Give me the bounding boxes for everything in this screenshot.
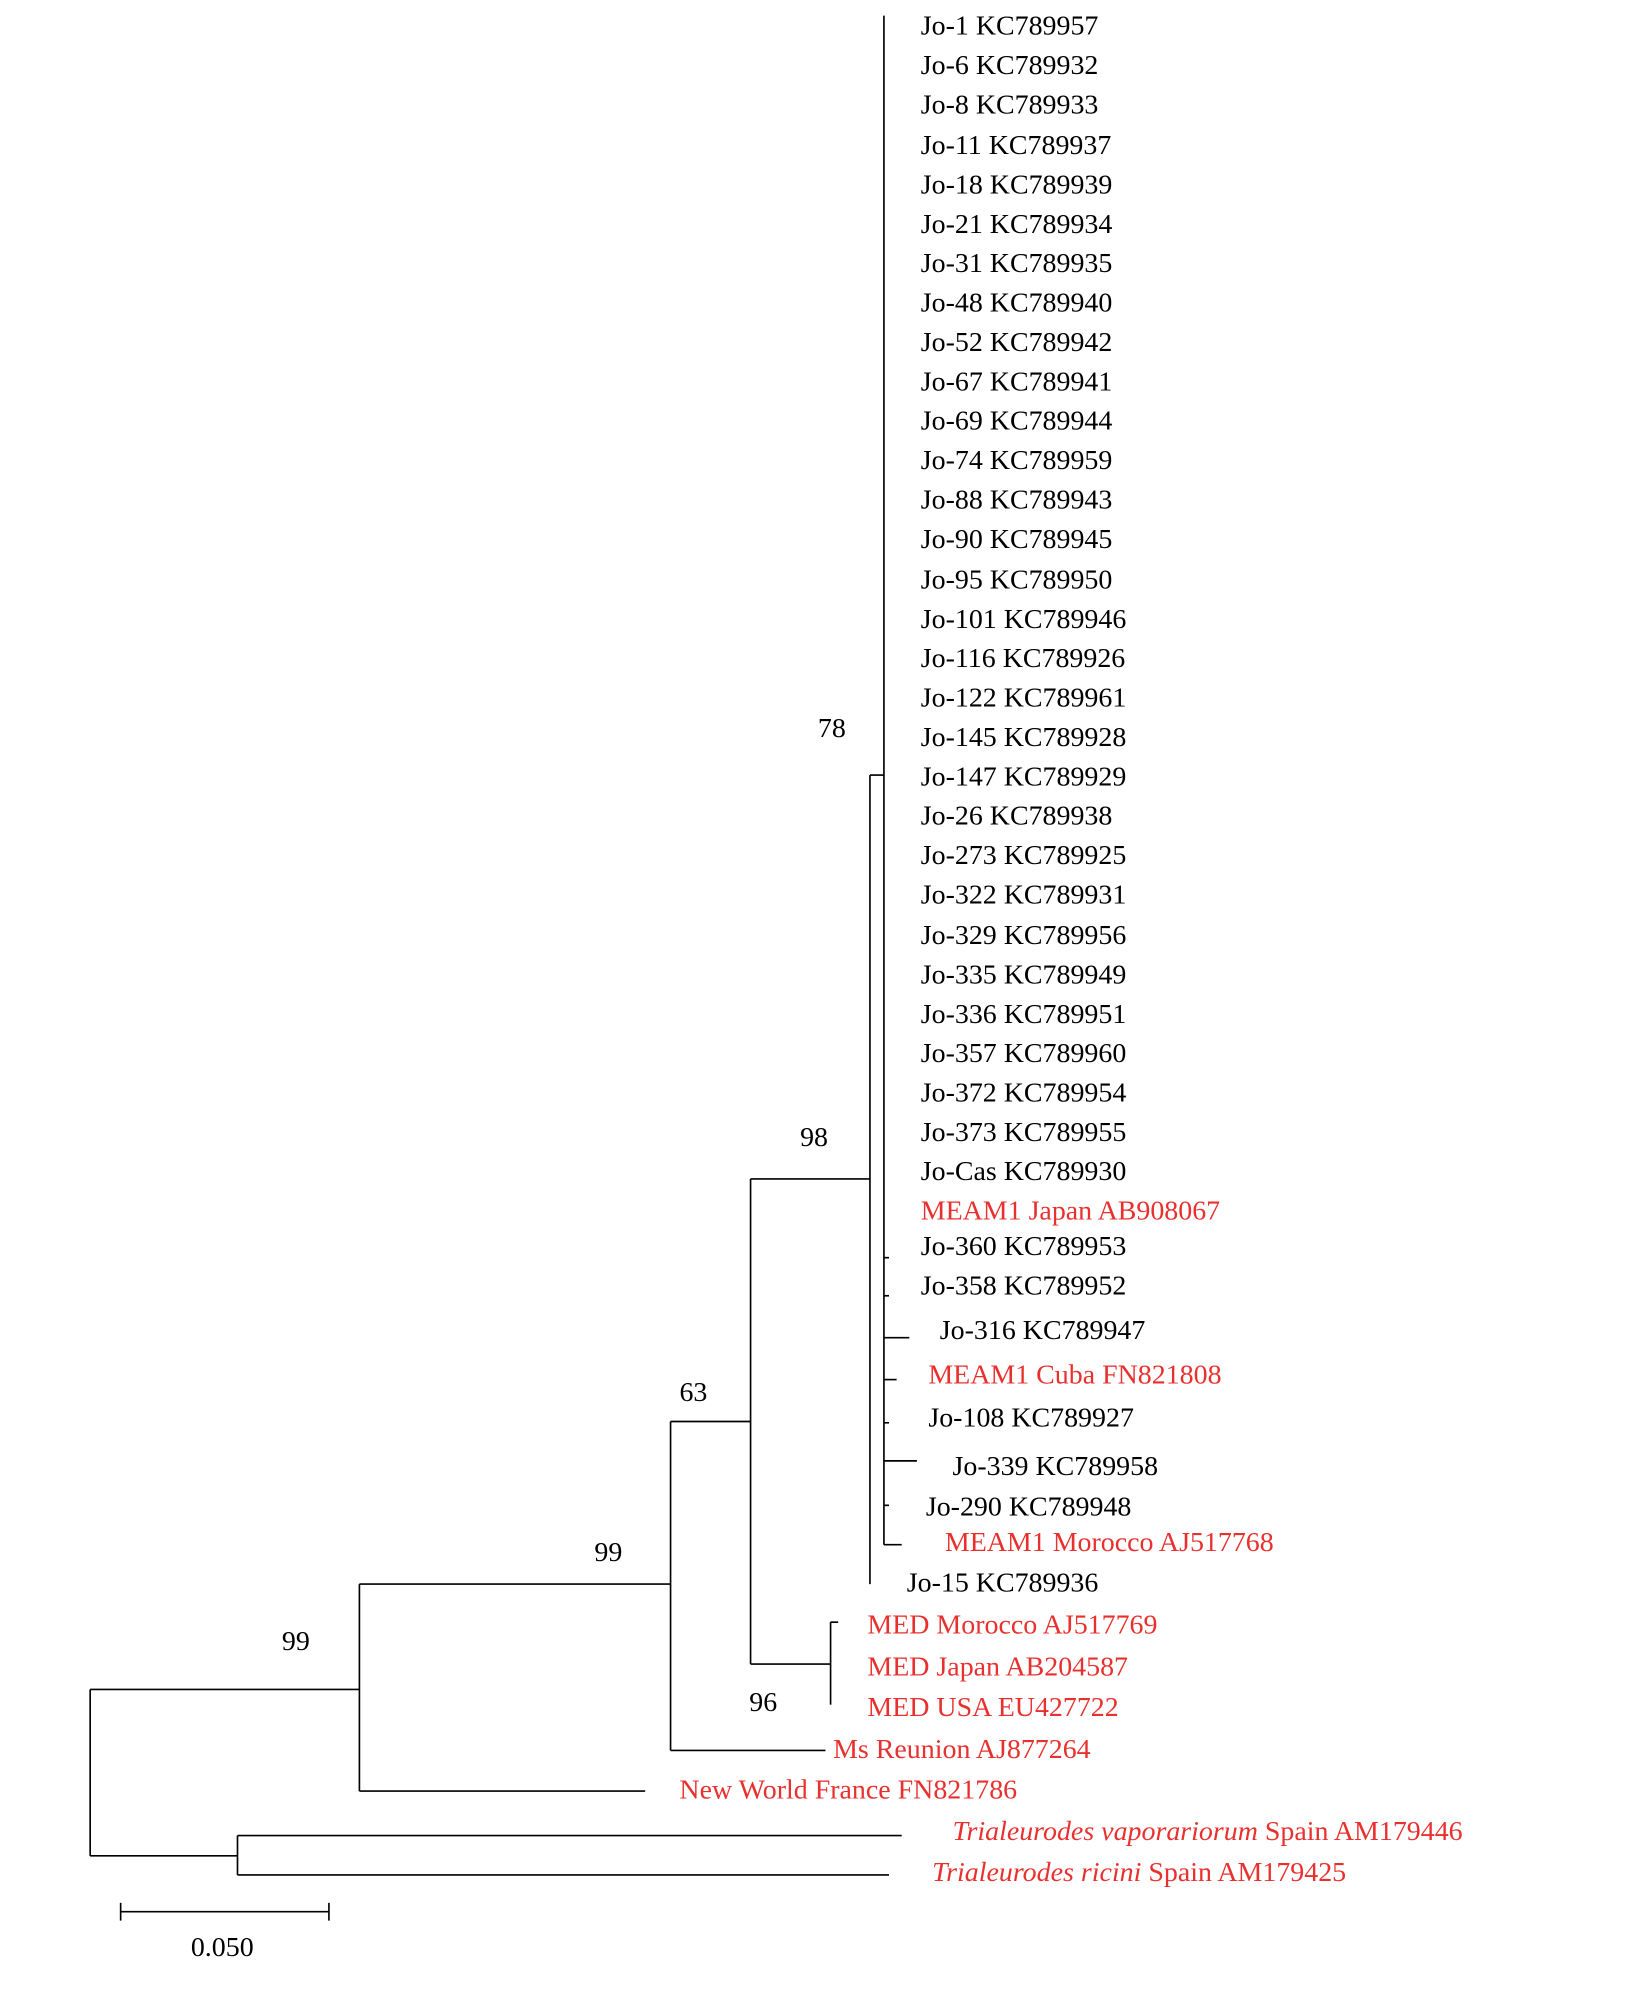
leaf-label: Jo-21 KC789934 (921, 209, 1113, 240)
leaf-label: Jo-322 KC789931 (921, 879, 1127, 910)
leaf-label: Jo-95 KC789950 (921, 564, 1113, 595)
leaf-label: Jo-339 KC789958 (953, 1451, 1159, 1482)
leaf-label: Jo-329 KC789956 (921, 920, 1127, 951)
leaf-label: Jo-145 KC789928 (921, 722, 1127, 753)
leaf-label: MED USA EU427722 (867, 1692, 1118, 1723)
leaf-label: Jo-335 KC789949 (921, 959, 1127, 990)
leaf-label: Jo-6 KC789932 (921, 50, 1099, 81)
leaf-label: Jo-360 KC789953 (921, 1231, 1127, 1262)
leaf-label: Jo-273 KC789925 (921, 840, 1127, 871)
leaf-label: MEAM1 Japan AB908067 (921, 1196, 1220, 1227)
bootstrap: 96 (749, 1687, 777, 1718)
leaf-label: Jo-18 KC789939 (921, 169, 1113, 200)
leaf-label: MED Japan AB204587 (867, 1652, 1128, 1683)
leaf-label: Ms Reunion AJ877264 (833, 1734, 1091, 1765)
leaf-label: MEAM1 Cuba FN821808 (928, 1359, 1221, 1390)
leaf-label: Jo-69 KC789944 (921, 406, 1113, 437)
leaf-label: MEAM1 Morocco AJ517768 (945, 1527, 1274, 1558)
scale-label: 0.050 (191, 1932, 254, 1963)
scale-bar: 0.050 (119, 1902, 330, 1963)
branches (89, 15, 917, 1876)
leaf-label: Jo-26 KC789938 (921, 801, 1113, 832)
leaf-label: Jo-336 KC789951 (921, 999, 1127, 1030)
leaf-label: Jo-1 KC789957 (921, 11, 1099, 42)
leaf-label: Jo-Cas KC789930 (921, 1156, 1127, 1187)
leaf-label: Jo-48 KC789940 (921, 288, 1113, 319)
outgroup-label: Trialeurodes vaporariorum Spain AM179446 (953, 1817, 1463, 1848)
leaf-label: Jo-74 KC789959 (921, 445, 1113, 476)
leaf-label: Jo-31 KC789935 (921, 248, 1113, 279)
bootstrap: 99 (594, 1537, 622, 1568)
leaf-label: Jo-8 KC789933 (921, 89, 1099, 120)
leaf-label: Jo-358 KC789952 (921, 1271, 1127, 1302)
leaf-label: Jo-122 KC789961 (921, 683, 1127, 714)
leaf-label: Jo-290 KC789948 (926, 1492, 1132, 1523)
leaf-label: Jo-88 KC789943 (921, 484, 1113, 515)
leaf-label: Jo-90 KC789945 (921, 524, 1113, 555)
leaf-label: Jo-116 KC789926 (921, 643, 1126, 674)
leaf-label: Jo-316 KC789947 (940, 1315, 1146, 1346)
leaf-label: Jo-11 KC789937 (921, 130, 1112, 161)
leaf-label: Jo-372 KC789954 (921, 1078, 1127, 1109)
leaf-label: Jo-52 KC789942 (921, 327, 1113, 358)
leaf-label: Jo-101 KC789946 (921, 604, 1127, 635)
leaf-label: Jo-357 KC789960 (921, 1038, 1127, 1069)
bootstrap: 63 (679, 1377, 707, 1408)
bootstrap: 98 (800, 1122, 828, 1153)
bootstrap: 99 (282, 1626, 310, 1657)
leaf-label: Jo-108 KC789927 (928, 1403, 1134, 1434)
leaf-label: MED Morocco AJ517769 (867, 1610, 1157, 1641)
leaf-label: Jo-147 KC789929 (921, 761, 1127, 792)
leaf-label: New World France FN821786 (679, 1775, 1017, 1806)
leaf-label: Jo-373 KC789955 (921, 1117, 1127, 1148)
leaf-label: Jo-15 KC789936 (907, 1568, 1099, 1599)
bootstrap: 78 (818, 713, 846, 744)
leaf-label: Jo-67 KC789941 (921, 366, 1113, 397)
outgroup-label: Trialeurodes ricini Spain AM179425 (932, 1857, 1346, 1888)
